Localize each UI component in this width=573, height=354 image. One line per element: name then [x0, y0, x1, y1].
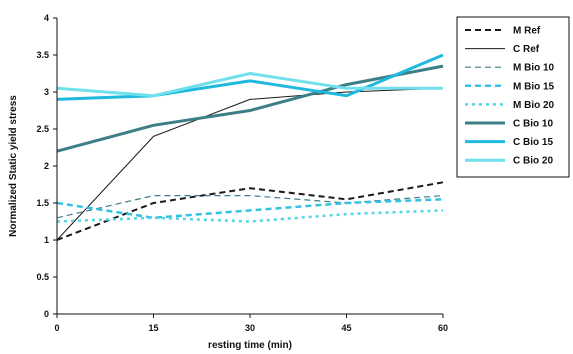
y-tick-label: 3 — [44, 87, 49, 97]
y-tick-label: 0.5 — [36, 272, 49, 282]
y-axis-title: Normalized Static yield stress — [8, 95, 19, 237]
x-tick-label: 0 — [54, 323, 59, 333]
series-line-m-bio-10 — [56, 195, 444, 219]
series-line-c-bio-10 — [56, 64, 444, 153]
y-tick-label: 2 — [44, 161, 49, 171]
y-tick-label: 4 — [44, 13, 49, 23]
y-tick-label: 1 — [44, 235, 49, 245]
legend-label: C Bio 15 — [513, 137, 553, 148]
series-line-m-bio-20 — [56, 209, 444, 223]
y-tick-label: 3.5 — [36, 50, 49, 60]
x-axis-title: resting time (min) — [208, 340, 292, 351]
x-tick-label: 15 — [148, 323, 158, 333]
x-tick-label: 30 — [245, 323, 255, 333]
x-tick-label: 45 — [341, 323, 351, 333]
legend-label: M Bio 20 — [513, 100, 555, 111]
series-line-c-bio-20 — [56, 72, 443, 98]
legend-label: M Ref — [513, 26, 541, 37]
legend-label: M Bio 15 — [513, 81, 555, 92]
x-axis-ticks: 0 15 30 45 60 — [54, 314, 448, 333]
series-line-m-ref — [56, 181, 444, 241]
legend-label: C Ref — [513, 44, 540, 55]
y-tick-label: 0 — [44, 309, 49, 319]
y-tick-label: 2.5 — [36, 124, 49, 134]
series-line-c-ref — [56, 87, 444, 241]
legend-label: C Bio 20 — [513, 156, 553, 167]
series-line-m-bio-15 — [56, 198, 444, 220]
legend-box — [456, 16, 570, 178]
series-lines — [56, 53, 444, 241]
y-tick-label: 1.5 — [36, 198, 49, 208]
y-axis-ticks: 0 0.5 1 1.5 2 2.5 3 3.5 4 — [36, 13, 57, 319]
legend-label: M Bio 10 — [513, 63, 555, 74]
legend: M Ref C Ref M Bio 10 M Bio 15 M Bio 20 C Bio … — [456, 16, 570, 178]
series-line-c-bio-15 — [56, 53, 444, 101]
legend-label: C Bio 10 — [513, 119, 553, 130]
x-tick-label: 60 — [438, 323, 448, 333]
